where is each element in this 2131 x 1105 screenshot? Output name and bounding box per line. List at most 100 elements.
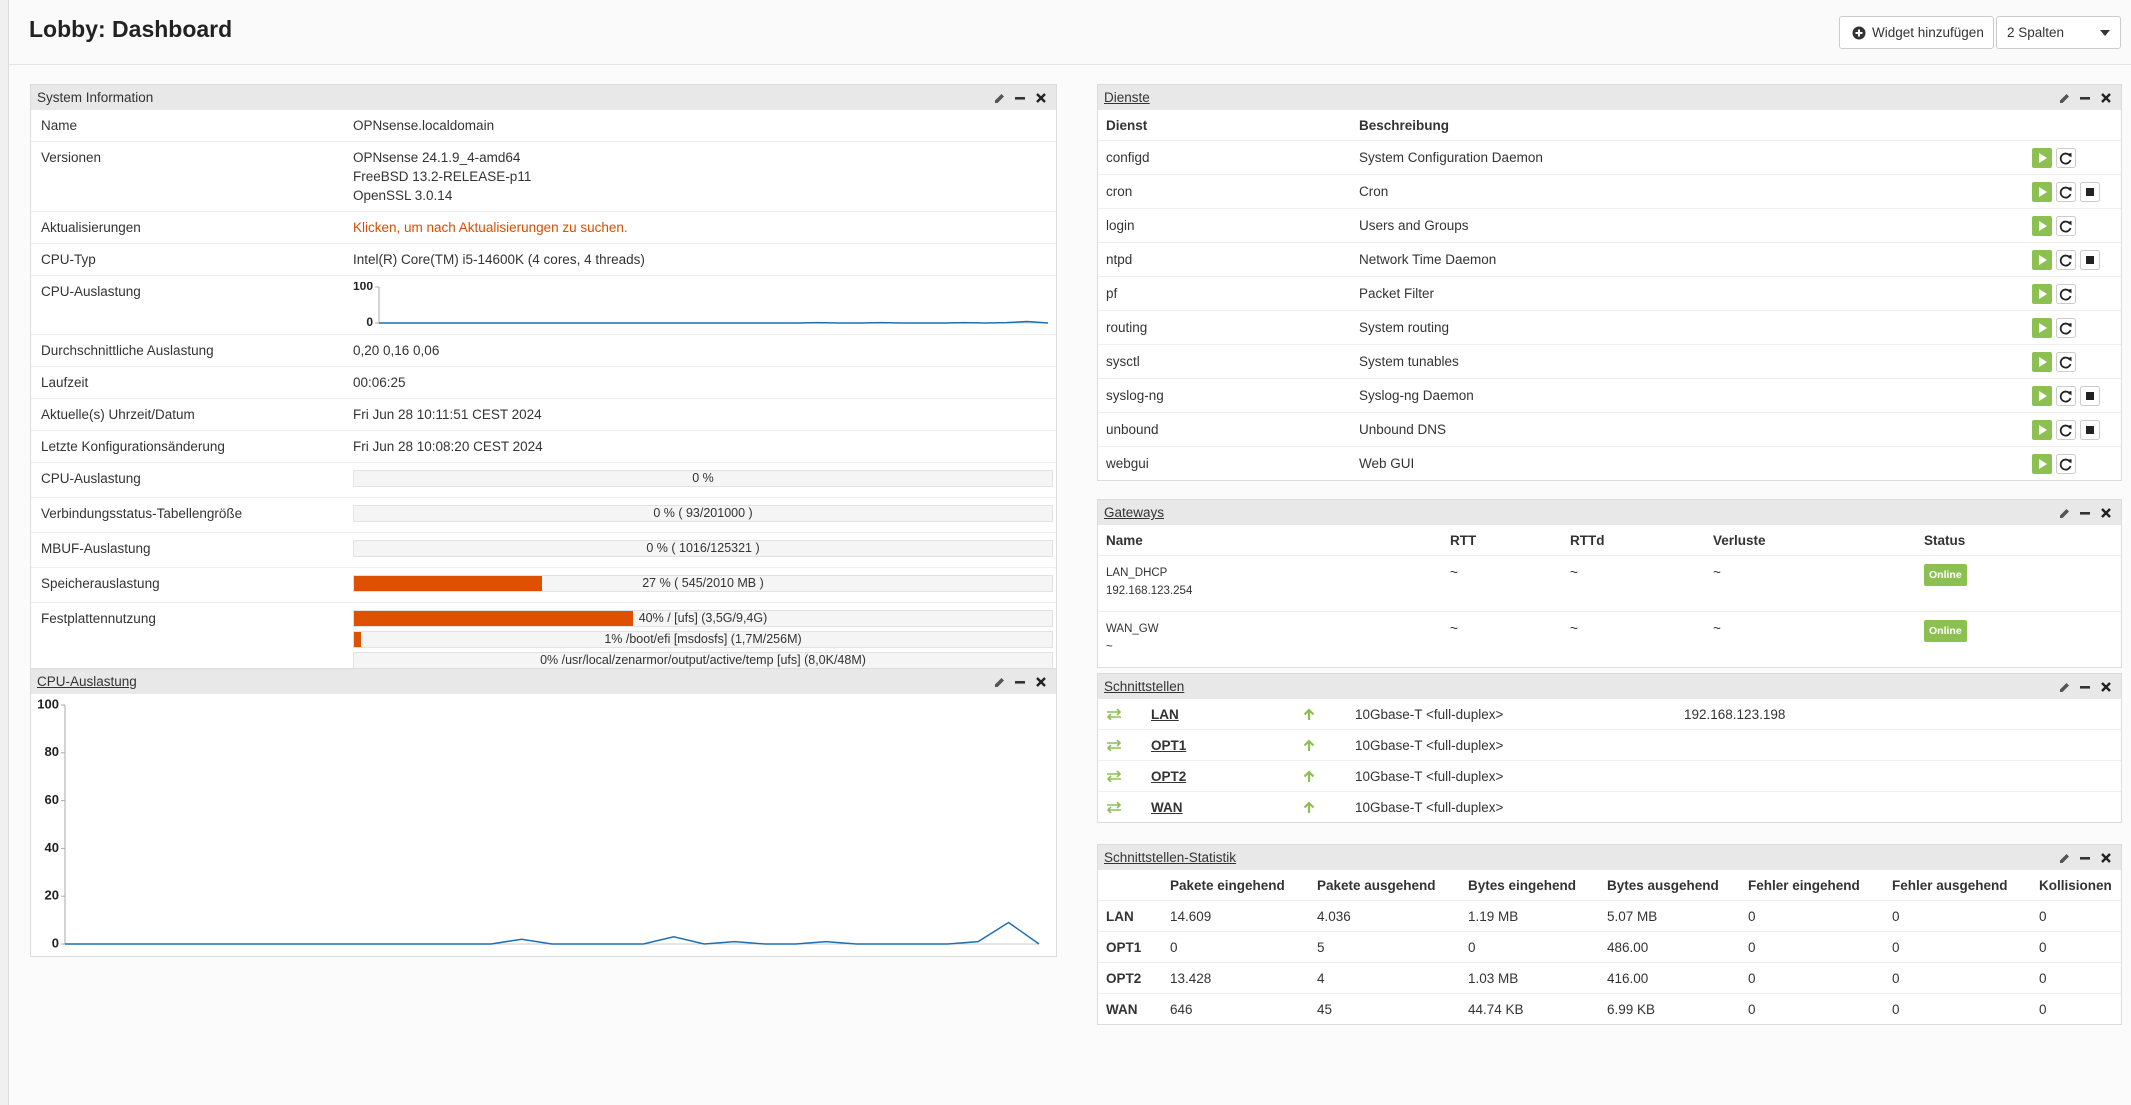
restart-arrow (2067, 186, 2072, 191)
service-name: ntpd (1098, 242, 1351, 277)
service-buttons[interactable] (2032, 181, 2112, 203)
system-info-widget: System Information Name OPNsense.localdom… (30, 84, 1057, 680)
gateway-loss: ~ (1705, 611, 1916, 667)
service-name: configd (1098, 140, 1351, 175)
service-buttons[interactable] (2032, 385, 2112, 407)
info-row: Aktualisierungen Klicken, um nach Aktuali… (31, 211, 1056, 244)
service-row: unbound Unbound DNS (1098, 412, 2121, 447)
restart-button (2056, 385, 2076, 406)
arrows (1106, 801, 1122, 813)
close-icon (1036, 676, 1046, 687)
minimize-icon (2080, 856, 2090, 860)
stat-value: 0 (1740, 962, 1884, 994)
minimize-icon (2080, 96, 2090, 100)
progress-label: 27 % ( 545/2010 MB ) (642, 576, 764, 590)
minimize-icon (1015, 680, 1025, 684)
service-name: syslog-ng (1098, 378, 1351, 413)
service-description: Cron (1351, 174, 2024, 209)
service-actions (2024, 276, 2121, 311)
widget-title[interactable]: Dienste (1104, 90, 1150, 105)
link-icon-cell (1098, 699, 1143, 730)
interface-name[interactable]: WAN (1151, 799, 1183, 815)
add-widget-button[interactable]: Widget hinzufügen (1839, 16, 1994, 49)
update-link[interactable]: Klicken, um nach Aktualisierungen zu suc… (353, 220, 628, 235)
info-text: Fri Jun 28 10:08:20 CEST 2024 (353, 439, 543, 454)
widget-controls[interactable] (2057, 680, 2115, 694)
service-buttons[interactable] (2032, 249, 2112, 271)
y-tick-label: 80 (45, 744, 59, 759)
progress-bar: 0 % ( 1016/125321 ) (353, 540, 1053, 557)
stat-value: 45 (1309, 993, 1460, 1024)
widget-title[interactable]: Gateways (1104, 505, 1165, 520)
widget-controls[interactable] (2057, 506, 2115, 520)
stat-value: 0 (1884, 962, 2031, 994)
progress-bar: 0 % (353, 470, 1053, 487)
info-text: Fri Jun 28 10:11:51 CEST 2024 (353, 407, 542, 422)
interface-name[interactable]: OPT1 (1151, 737, 1187, 753)
widget-title[interactable]: Schnittstellen-Statistik (1104, 850, 1237, 865)
service-buttons[interactable] (2032, 453, 2112, 475)
info-text: 00:06:25 (353, 375, 406, 390)
stat-value: 14.609 (1162, 900, 1309, 932)
stat-value: 0 (2031, 962, 2121, 994)
interface-media: 10Gbase-T <full-duplex> (1347, 760, 1676, 792)
widget-controls[interactable] (992, 91, 1050, 105)
close-icon (1036, 92, 1046, 103)
widget-title[interactable]: Schnittstellen (1104, 679, 1185, 694)
interface-name[interactable]: LAN (1151, 706, 1179, 722)
service-buttons[interactable] (2032, 283, 2112, 305)
y-tick-label: 0 (52, 935, 59, 950)
widget-title: System Information (37, 90, 154, 105)
progress-label: 0 % ( 1016/125321 ) (646, 541, 760, 555)
widget-controls[interactable] (992, 675, 1050, 689)
widget-controls[interactable] (2057, 91, 2115, 105)
service-buttons[interactable] (2032, 419, 2112, 441)
minimize-icon (1015, 96, 1025, 100)
stat-value: 1.19 MB (1460, 900, 1599, 932)
status-icon-cell (1295, 760, 1347, 792)
columns-select[interactable]: 2 Spalten (1996, 16, 2121, 49)
play-icon (2039, 390, 2047, 401)
gateway-name-cell: WAN_GW ~ (1098, 611, 1442, 667)
service-description: Unbound DNS (1351, 412, 2024, 447)
column-header: RTTd (1570, 532, 1605, 548)
service-buttons[interactable] (2032, 147, 2112, 169)
column-header: Fehler eingehend (1748, 877, 1860, 893)
play-icon (2039, 288, 2047, 299)
stats-row: LAN 14.609 4.036 1.19 MB 5.07 MB 0 0 0 (1098, 900, 2121, 932)
service-buttons[interactable] (2032, 215, 2112, 237)
stat-value: 0 (1740, 931, 1884, 963)
stop-icon (2086, 187, 2094, 196)
service-buttons[interactable] (2032, 317, 2112, 339)
interface-name[interactable]: OPT2 (1151, 768, 1187, 784)
link-icon (1106, 739, 1122, 751)
y-tick-label: 100 (353, 282, 373, 293)
widget-controls[interactable] (2057, 851, 2115, 865)
add-widget-label: Widget hinzufügen (1872, 25, 1984, 40)
service-row: routing System routing (1098, 310, 2121, 345)
info-row: Laufzeit 00:06:25 (31, 366, 1056, 399)
widget-title[interactable]: CPU-Auslastung (37, 674, 137, 689)
play-icon (2039, 356, 2047, 367)
info-row: Letzte Konfigurationsänderung Fri Jun 28 … (31, 430, 1056, 463)
info-value: 0 100 (343, 275, 1056, 335)
progress-fill (354, 632, 361, 647)
gateway-name-cell: LAN_DHCP 192.168.123.254 (1098, 555, 1442, 612)
info-text: 0,20 0,16 0,06 (353, 343, 440, 358)
arrow (1303, 769, 1315, 782)
service-description: System Configuration Daemon (1351, 140, 2024, 175)
stop-icon (2086, 255, 2094, 264)
gateway-status-cell: Online (1916, 611, 2121, 667)
gateway-address: ~ (1106, 641, 1113, 653)
interface-name: LAN (1098, 900, 1162, 932)
interface-media: 10Gbase-T <full-duplex> (1347, 791, 1676, 822)
widget-header: Schnittstellen-Statistik (1098, 845, 2121, 870)
service-row: syslog-ng Syslog-ng Daemon (1098, 378, 2121, 413)
service-buttons[interactable] (2032, 351, 2112, 373)
restart-arrow (2067, 322, 2072, 327)
info-value: Fri Jun 28 10:11:51 CEST 2024 (343, 398, 1056, 431)
service-row: cron Cron (1098, 174, 2121, 209)
info-label: Aktuelle(s) Uhrzeit/Datum (31, 398, 343, 431)
widget-body: 0 20 40 60 80 100 (31, 694, 1056, 956)
restart-arrow (2067, 288, 2072, 293)
